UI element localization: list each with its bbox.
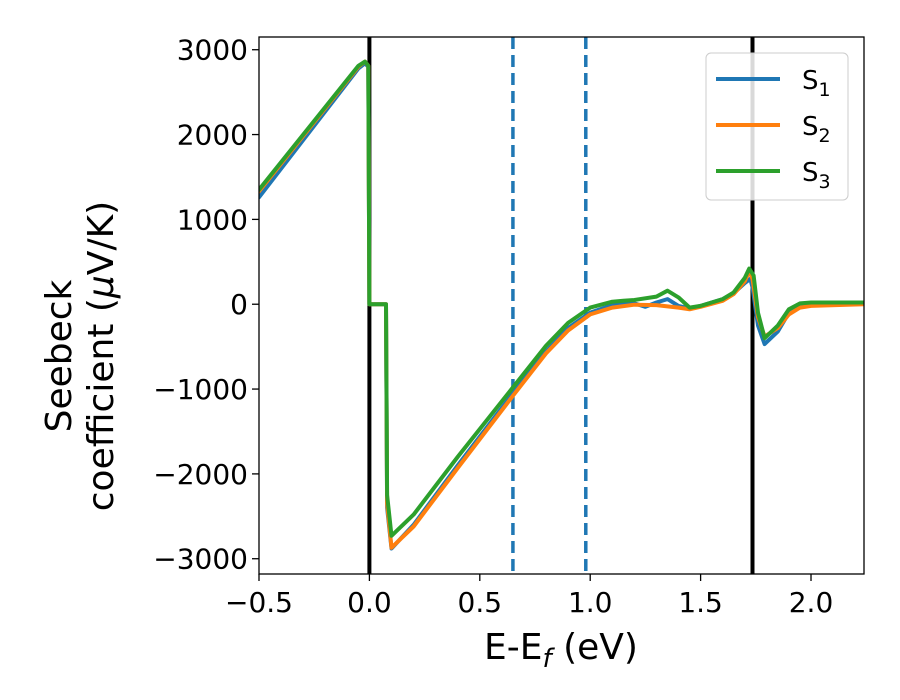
y-tick-label: 0 — [230, 288, 248, 321]
x-tick-label: 1.0 — [568, 586, 613, 619]
x-axis-ticks: −0.5 0.0 0.5 1.0 1.5 2.0 — [225, 574, 833, 619]
y-axis-label-line2: coefficient (μV/K) — [81, 201, 122, 511]
x-tick-label: 2.0 — [789, 586, 834, 619]
y-axis-ticks: −3000 −2000 −1000 0 1000 2000 3000 — [153, 34, 259, 576]
x-tick-label: 1.5 — [678, 586, 723, 619]
y-tick-label: 3000 — [177, 34, 248, 67]
y-tick-label: −3000 — [153, 543, 248, 576]
plot-frame — [258, 36, 865, 575]
y-tick-label: 2000 — [177, 119, 248, 152]
y-tick-label: −1000 — [153, 373, 248, 406]
series-line-s3 — [259, 59, 864, 538]
legend-label-s1: S1 — [802, 66, 831, 101]
x-tick-label: 0.5 — [458, 586, 503, 619]
x-tick-label: 0.0 — [347, 586, 392, 619]
x-tick-label: −0.5 — [225, 586, 293, 619]
series-lines — [259, 59, 864, 551]
y-tick-label: −2000 — [153, 458, 248, 491]
legend: S1 S2 S3 — [705, 52, 849, 201]
legend-label-s3: S3 — [802, 158, 831, 193]
legend-label-s2: S2 — [802, 112, 831, 147]
y-tick-label: 1000 — [177, 203, 248, 236]
y-axis-label-line1: Seebeck — [39, 279, 80, 432]
x-axis-label: E-Ef (eV) — [484, 627, 638, 674]
y-axis-label: Seebeck coefficient (μV/K) — [39, 201, 122, 511]
